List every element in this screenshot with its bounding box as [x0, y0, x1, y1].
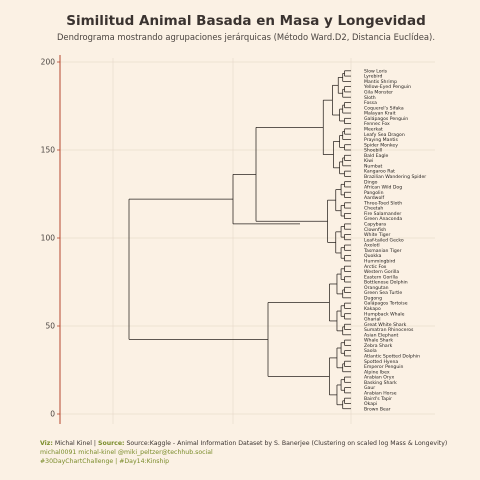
leaf-label: Baird's Tapir: [364, 396, 392, 402]
leaf-label: Slow Loris: [364, 68, 388, 74]
leaf-label: Saola: [364, 348, 377, 354]
leaf-label: Spider Monkey: [364, 142, 398, 148]
leaf-label: Brown Bear: [364, 406, 391, 412]
leaf-label: Fennec Fox: [364, 121, 390, 127]
leaf-label: White Tiger: [364, 232, 391, 238]
y-tick-label: 50: [45, 322, 55, 331]
leaf-label: Arabian Horse: [364, 390, 397, 396]
source-text: Source:Kaggle - Animal Information Datas…: [126, 440, 448, 447]
leaf-label: Bottlenose Dolphin: [364, 280, 408, 286]
leaf-label: Malayan Krait: [364, 111, 396, 117]
leaf-label: Yellow-Eyed Penguin: [363, 84, 411, 90]
leaf-label: Lyrebird: [364, 74, 382, 80]
leaf-label: Kangaroo Rat: [364, 169, 395, 175]
viz-label: Viz:: [40, 440, 53, 447]
leaf-label: Arabian Oryx: [364, 375, 394, 381]
leaf-label: Sloth: [364, 95, 376, 101]
leaf-label: Fire Salamander: [364, 211, 401, 217]
leaf-label: Cheetah: [364, 206, 383, 212]
leaf-label: Alpine Ibex: [364, 369, 390, 375]
leaf-label: Asian Elephant: [364, 332, 399, 338]
leaf-label: Three-Toed Sloth: [363, 200, 402, 206]
leaf-label: Praying Mantis: [364, 137, 398, 143]
hashtags: #30DayChartChallenge | #Day14:Kinship: [40, 458, 170, 465]
caption-line-1: Viz: Michal Kinel | Source: Source:Kaggl…: [40, 440, 448, 447]
leaf-label: Coquerel's Sifaka: [364, 105, 404, 111]
y-axis-ticks: 0 50 100 150 200: [41, 58, 60, 419]
leaf-label: Orangutan: [364, 285, 389, 291]
leaf-label: Meerkat: [364, 126, 383, 132]
leaf-label: Shoebill: [364, 148, 382, 154]
leaf-label: Zebra Shark: [364, 343, 393, 349]
leaf-label: Galápagos Penguin: [364, 115, 408, 122]
leaf-label: Dugong: [364, 295, 382, 301]
leaf-label: Kiwi: [364, 158, 373, 164]
leaf-label: Capybara: [364, 222, 386, 228]
caption-line-2: michal0091 michal-kinel @miki_peltzer@te…: [40, 449, 213, 458]
dendrogram-branches: [128, 70, 351, 410]
leaf-label: Gharial: [364, 317, 381, 323]
leaf-label: Great White Shark: [364, 322, 407, 328]
leaf-label: Kakapo: [364, 306, 381, 312]
leaf-label: Leaf-tailed Gecko: [364, 237, 404, 243]
social-links: michal0091 michal-kinel @miki_peltzer@te…: [40, 449, 213, 456]
leaf-label: Brazilian Wandering Spider: [364, 174, 426, 180]
chart-title: Similitud Animal Basada en Masa y Longev…: [66, 13, 425, 29]
leaf-label: Gila Monster: [364, 90, 393, 96]
leaf-label: Fossa: [364, 100, 377, 106]
leaf-label: Galápagos Tortoise: [364, 300, 408, 307]
y-tick-label: 100: [41, 234, 56, 243]
leaf-label: Arctic Fox: [364, 264, 387, 270]
leaf-label: Emperor Penguin: [364, 364, 404, 370]
leaf-label: Hummingbird: [364, 258, 395, 264]
leaf-label: Whale Shark: [364, 338, 393, 344]
leaf-label: Aardwolf: [364, 195, 385, 201]
leaf-label: Axolotl: [364, 243, 380, 249]
leaf-label: Basking Shark: [364, 380, 397, 386]
leaf-label: Mantis Shrimp: [364, 79, 397, 85]
source-label: Source:: [97, 440, 125, 447]
leaf-label: Green Sea Turtle: [364, 290, 402, 296]
leaf-label: Western Gorilla: [364, 269, 399, 275]
y-tick-label: 150: [41, 146, 56, 155]
leaf-label: Clownfish: [364, 227, 386, 233]
chart-subtitle: Dendrograma mostrando agrupaciones jerár…: [57, 32, 435, 42]
leaf-label: Tasmanian Tiger: [363, 248, 402, 254]
grid-lines: [60, 58, 435, 424]
leaf-label: Eastern Gorilla: [364, 274, 398, 280]
leaf-label: Okapi: [364, 401, 377, 407]
leaf-label: Pangolin: [364, 190, 384, 196]
leaf-label: Gaur: [364, 385, 375, 391]
caption-line-3: #30DayChartChallenge | #Day14:Kinship: [40, 458, 169, 467]
leaf-label: Dingo: [364, 179, 378, 185]
y-tick-label: 0: [50, 410, 55, 419]
leaf-label: Bald Eagle: [364, 153, 389, 159]
leaf-label: Quokka: [364, 253, 382, 259]
leaf-label: Green Anaconda: [364, 216, 402, 222]
leaf-label: Atlantic Spotted Dolphin: [364, 354, 420, 360]
leaf-label: Humpback Whale: [364, 311, 405, 317]
y-tick-label: 200: [41, 58, 56, 67]
viz-author: Michal Kinel: [54, 440, 92, 447]
leaf-label: African Wild Dog: [364, 185, 402, 191]
leaf-label: Spotted Hyena: [364, 359, 398, 365]
leaf-label: Leafy Sea Dragon: [364, 132, 405, 138]
leaf-label: Sumatran Rhinoceros: [364, 327, 414, 333]
leaf-label: Numbat: [364, 163, 383, 169]
